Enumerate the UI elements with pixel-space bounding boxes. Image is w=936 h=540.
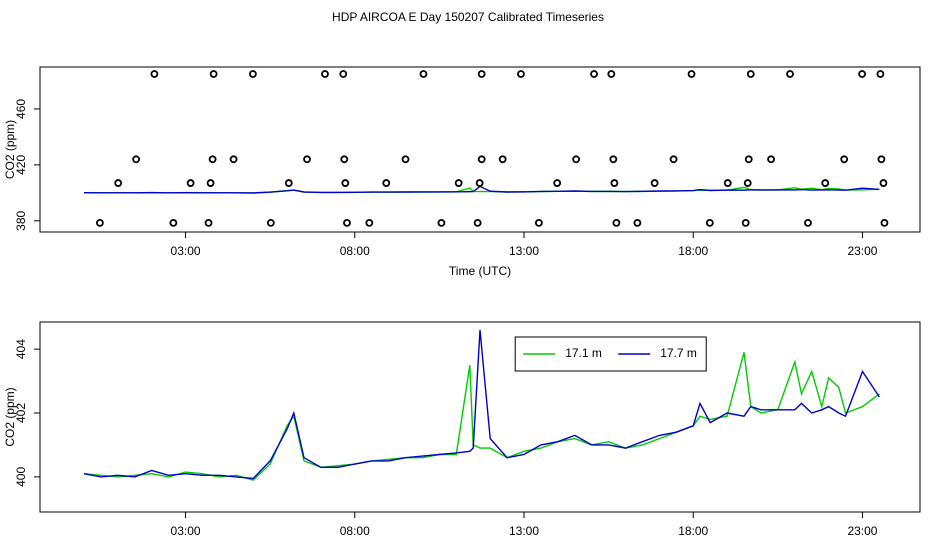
y-tick-label: 402 bbox=[14, 403, 28, 423]
point bbox=[633, 219, 642, 227]
point bbox=[786, 70, 794, 78]
x-axis-label: Time (UTC) bbox=[449, 264, 511, 278]
x-tick-label: 13:00 bbox=[509, 524, 539, 538]
point bbox=[534, 219, 543, 227]
point bbox=[650, 179, 659, 187]
x-tick-label: 03:00 bbox=[171, 244, 201, 258]
point bbox=[744, 155, 753, 164]
x-tick-label: 18:00 bbox=[678, 524, 708, 538]
legend-label: 17.7 m bbox=[660, 346, 697, 360]
y-axis-label: CO2 (ppm) bbox=[3, 120, 17, 179]
y-tick-label: 380 bbox=[14, 210, 28, 230]
point bbox=[206, 179, 215, 187]
point bbox=[746, 70, 755, 78]
point bbox=[473, 219, 482, 227]
point bbox=[150, 70, 159, 78]
point bbox=[876, 70, 885, 78]
point bbox=[209, 70, 218, 78]
y-axis-label: CO2 (ppm) bbox=[3, 387, 17, 446]
point bbox=[610, 179, 619, 187]
point bbox=[877, 155, 886, 164]
x-tick-label: 23:00 bbox=[847, 244, 877, 258]
point bbox=[454, 179, 463, 187]
chart-title: HDP AIRCOA E Day 150207 Calibrated Times… bbox=[332, 10, 604, 24]
plot-frame bbox=[39, 321, 921, 513]
point bbox=[114, 179, 123, 187]
point bbox=[612, 219, 621, 227]
legend-label: 17.1 m bbox=[565, 346, 602, 360]
point bbox=[477, 70, 486, 78]
point bbox=[879, 179, 888, 187]
point bbox=[743, 179, 752, 187]
point bbox=[343, 219, 351, 227]
x-tick-label: 18:00 bbox=[678, 244, 708, 258]
point bbox=[840, 155, 849, 164]
point bbox=[669, 155, 678, 164]
point bbox=[607, 70, 616, 78]
point bbox=[687, 70, 696, 78]
y-tick-label: 404 bbox=[14, 339, 28, 359]
point bbox=[340, 155, 349, 164]
point bbox=[723, 179, 732, 187]
point bbox=[705, 219, 714, 227]
x-tick-label: 23:00 bbox=[847, 524, 877, 538]
point bbox=[419, 70, 428, 78]
legend-frame bbox=[514, 336, 707, 372]
series-line bbox=[83, 352, 880, 481]
x-tick-label: 13:00 bbox=[509, 244, 539, 258]
point bbox=[858, 70, 867, 78]
plot-frame bbox=[39, 66, 921, 233]
point bbox=[229, 155, 238, 164]
point bbox=[741, 219, 750, 227]
point bbox=[553, 179, 562, 187]
point bbox=[590, 70, 598, 78]
point bbox=[186, 179, 195, 187]
point bbox=[517, 70, 525, 78]
point bbox=[204, 219, 213, 227]
x-tick-label: 08:00 bbox=[340, 244, 370, 258]
point bbox=[303, 155, 311, 164]
point bbox=[132, 155, 141, 164]
point bbox=[169, 219, 178, 227]
point bbox=[572, 155, 581, 164]
point bbox=[498, 155, 507, 164]
point bbox=[880, 219, 889, 227]
point bbox=[437, 219, 446, 227]
y-tick-label: 460 bbox=[14, 99, 28, 119]
series-line bbox=[83, 329, 880, 480]
point bbox=[284, 179, 293, 187]
point bbox=[821, 179, 830, 187]
y-tick-label: 400 bbox=[14, 467, 28, 487]
point bbox=[609, 155, 618, 164]
x-tick-label: 08:00 bbox=[340, 524, 370, 538]
point bbox=[365, 219, 374, 227]
point bbox=[208, 155, 217, 164]
point bbox=[477, 155, 486, 164]
point bbox=[321, 70, 329, 78]
point bbox=[382, 179, 391, 187]
point bbox=[767, 155, 775, 164]
y-tick-label: 420 bbox=[14, 155, 28, 175]
point bbox=[804, 219, 812, 227]
point bbox=[339, 70, 348, 78]
point bbox=[401, 155, 410, 164]
point bbox=[266, 219, 275, 227]
point bbox=[475, 179, 484, 187]
point bbox=[96, 219, 104, 227]
x-tick-label: 03:00 bbox=[171, 524, 201, 538]
point bbox=[248, 70, 257, 78]
series-line bbox=[83, 185, 880, 194]
point bbox=[341, 179, 350, 187]
